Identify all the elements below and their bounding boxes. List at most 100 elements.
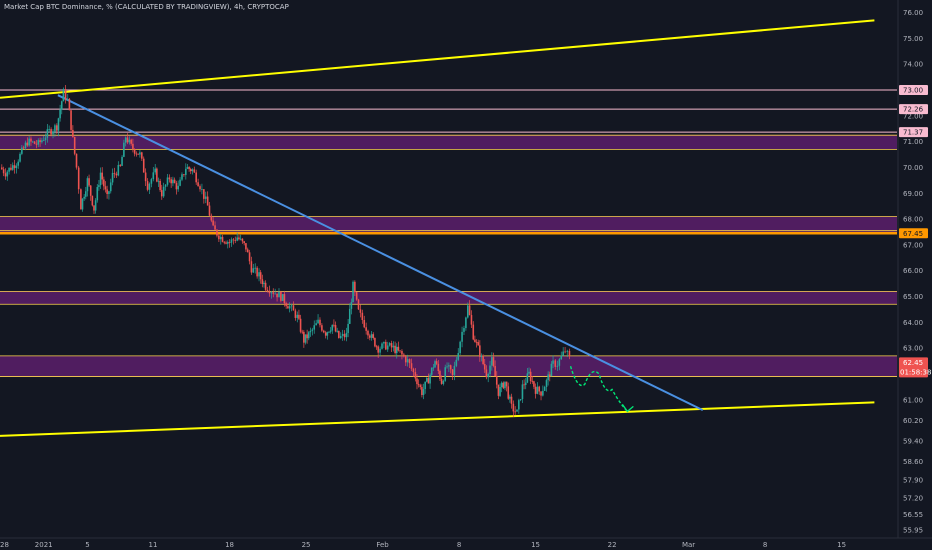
candle-body — [179, 179, 181, 186]
current-price-tag — [899, 357, 928, 378]
candle-body — [507, 386, 510, 399]
candle-body — [139, 152, 141, 155]
zone-band — [0, 135, 897, 150]
candle-body — [164, 184, 167, 187]
candle-body — [191, 169, 194, 172]
candle-body — [288, 306, 291, 309]
candle-body — [24, 142, 27, 149]
candle-body — [560, 355, 563, 360]
candle-body — [385, 341, 387, 350]
y-tick-label: 60.20 — [903, 417, 923, 425]
trendline-lower-channel — [0, 401, 875, 437]
candle-body — [372, 334, 375, 339]
candle-body — [232, 239, 235, 241]
candle-body — [287, 306, 289, 309]
candle-body — [309, 330, 312, 333]
y-tick-label: 74.00 — [903, 61, 923, 69]
candle-body — [467, 305, 469, 318]
candle-body — [135, 153, 138, 155]
candle-body — [365, 327, 367, 331]
candle-body — [278, 291, 280, 298]
candle-body — [72, 129, 74, 137]
candle-body — [359, 309, 362, 313]
candle-body — [218, 235, 220, 240]
candle-body — [206, 196, 209, 206]
candle-body — [103, 179, 105, 187]
candle-body — [401, 351, 403, 355]
candle-body — [355, 292, 358, 300]
candle-body — [203, 189, 205, 199]
level-tag-label: 72.26 — [903, 106, 924, 114]
candle-body — [210, 215, 213, 221]
candle-body — [361, 312, 364, 321]
candle-body — [321, 325, 323, 331]
candle-body — [188, 167, 190, 170]
candle-body — [109, 182, 112, 192]
candle-body — [22, 147, 25, 149]
candle-body — [236, 237, 238, 241]
candle-body — [48, 129, 50, 130]
candle-body — [463, 328, 465, 332]
candle-body — [243, 241, 245, 244]
candle-body — [326, 332, 329, 336]
candle-body — [547, 374, 549, 381]
candle-body — [19, 153, 21, 162]
trendline-descending-resistance — [57, 94, 704, 411]
candle-body — [160, 190, 163, 197]
y-tick-label: 58.60 — [903, 458, 923, 466]
candle-body — [313, 325, 316, 330]
y-tick-label: 71.00 — [903, 138, 923, 146]
candle-body — [11, 165, 14, 170]
candle-body — [406, 359, 409, 363]
candle-body — [216, 229, 218, 236]
candle-body — [564, 351, 566, 353]
candle-body — [368, 335, 371, 338]
candle-body — [248, 252, 251, 262]
candle-body — [10, 167, 12, 170]
candle-body — [193, 169, 196, 173]
price-axis[interactable]: 76.00 75.00 74.00 73.00 72.00 71.00 70.00 69.00… — [897, 0, 932, 550]
candle-body — [70, 110, 72, 130]
candle-body — [442, 380, 445, 384]
candle-body — [21, 147, 23, 154]
candle-body — [333, 324, 335, 326]
candle-body — [388, 343, 391, 346]
candle-body — [223, 241, 226, 243]
candle-body — [421, 387, 423, 395]
candle-body — [26, 142, 29, 146]
candle-body — [15, 165, 18, 169]
candle-body — [175, 182, 178, 190]
candle-body — [156, 168, 158, 182]
candle-body — [451, 369, 454, 375]
candle-body — [101, 172, 103, 180]
level-tag-label: 71.37 — [903, 129, 923, 137]
candle-body — [52, 131, 54, 135]
candle-body — [270, 292, 273, 294]
candle-body — [538, 386, 541, 392]
candle-body — [30, 138, 32, 142]
candle-body — [60, 101, 63, 110]
candle-body — [152, 172, 155, 180]
candle-body — [128, 139, 131, 143]
candle-body — [106, 189, 108, 195]
candle-body — [556, 365, 559, 367]
candle-body — [154, 168, 157, 173]
candle-body — [379, 348, 381, 353]
candle-body — [201, 189, 203, 190]
candle-body — [331, 324, 334, 331]
candle-body — [50, 129, 52, 135]
candle-body — [444, 367, 447, 381]
time-axis[interactable]: 28 2021 5 11 18 25 Feb 8 15 22 Mar 8 15 — [0, 537, 932, 550]
x-tick-label: 25 — [302, 541, 311, 549]
candle-body — [483, 364, 486, 370]
candle-body — [505, 381, 508, 387]
candle-body — [263, 282, 265, 285]
candle-body — [98, 185, 100, 188]
candle-body — [455, 359, 458, 366]
candle-body — [285, 303, 287, 307]
candle-body — [1, 167, 3, 170]
candle-body — [386, 345, 389, 350]
candle-body — [410, 363, 413, 369]
